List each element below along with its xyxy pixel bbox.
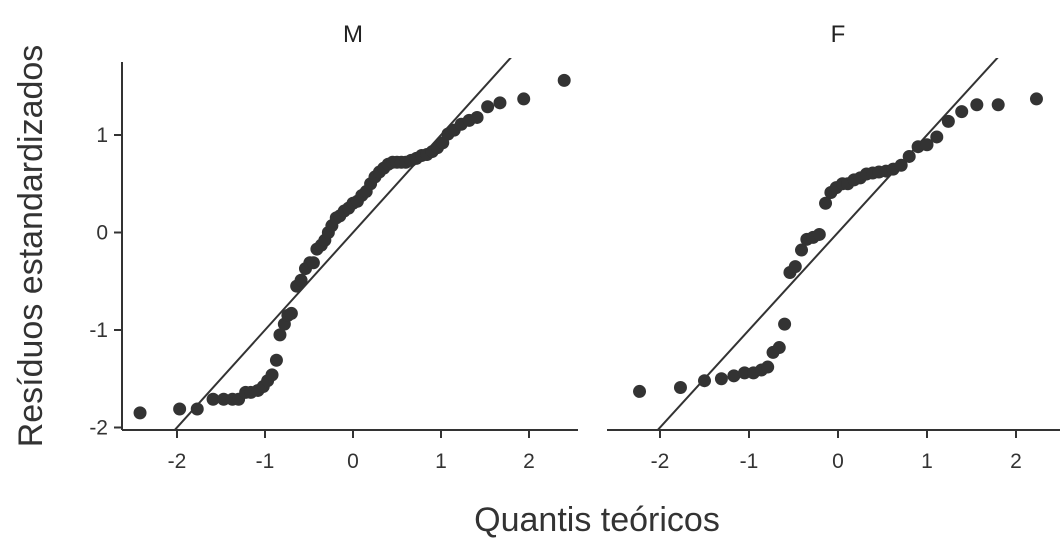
data-point bbox=[633, 384, 647, 398]
data-point bbox=[673, 381, 687, 395]
data-point bbox=[173, 402, 187, 416]
reference-line bbox=[656, 58, 999, 430]
data-point bbox=[761, 360, 775, 374]
data-point bbox=[273, 328, 287, 342]
data-point bbox=[1029, 92, 1043, 106]
data-point bbox=[930, 130, 944, 144]
data-point bbox=[955, 105, 969, 119]
data-point bbox=[970, 98, 984, 112]
x-tick-label: -1 bbox=[740, 450, 759, 473]
data-point bbox=[738, 366, 752, 380]
x-tick-label: -2 bbox=[651, 450, 670, 473]
reference-line bbox=[173, 58, 512, 430]
data-point bbox=[557, 73, 571, 87]
data-point bbox=[481, 100, 495, 114]
data-point bbox=[788, 260, 802, 274]
data-point bbox=[714, 372, 728, 386]
data-point bbox=[284, 306, 298, 320]
y-axis-title: Resíduos estandardizados bbox=[12, 45, 50, 448]
data-point bbox=[812, 227, 826, 241]
y-tick-label: -1 bbox=[89, 319, 108, 342]
data-point bbox=[941, 114, 955, 128]
data-point bbox=[698, 374, 711, 388]
x-tick-label: 2 bbox=[1010, 450, 1022, 473]
data-point bbox=[190, 402, 204, 416]
data-point bbox=[294, 273, 308, 287]
x-tick-label: 1 bbox=[435, 450, 447, 473]
data-point bbox=[470, 110, 484, 124]
x-tick-label: 1 bbox=[921, 450, 933, 473]
data-point bbox=[493, 96, 507, 110]
panel-title: F bbox=[831, 21, 846, 48]
data-point bbox=[902, 149, 916, 163]
data-point bbox=[795, 243, 809, 257]
panels-group: M -2 -1 0 1 2 -2 -1 0 1 F -2 -1 0 1 2 bbox=[89, 21, 1060, 473]
data-point bbox=[727, 369, 741, 383]
data-point bbox=[772, 341, 786, 355]
data-point bbox=[819, 196, 833, 210]
x-tick-label: -1 bbox=[256, 450, 275, 473]
data-point bbox=[517, 92, 531, 106]
data-point bbox=[269, 353, 283, 367]
panel-title: M bbox=[343, 21, 363, 48]
data-point bbox=[206, 392, 220, 406]
y-tick-label: 1 bbox=[96, 124, 108, 147]
data-point bbox=[991, 98, 1005, 112]
x-tick-label: 2 bbox=[523, 450, 535, 473]
y-tick-label: 0 bbox=[96, 222, 108, 245]
x-tick-label: 0 bbox=[832, 450, 844, 473]
panel-f: F -2 -1 0 1 2 bbox=[607, 21, 1060, 473]
x-tick-label: -2 bbox=[168, 450, 187, 473]
data-point bbox=[778, 317, 792, 331]
data-point bbox=[133, 406, 147, 420]
data-point bbox=[306, 256, 320, 270]
x-tick-label: 0 bbox=[347, 450, 359, 473]
data-point bbox=[265, 368, 279, 382]
data-point bbox=[894, 158, 908, 172]
y-tick-label: -2 bbox=[89, 417, 108, 440]
panel-m: M -2 -1 0 1 2 -2 -1 0 1 bbox=[89, 21, 578, 473]
data-point bbox=[920, 138, 934, 152]
x-axis-title: Quantis teóricos bbox=[474, 501, 720, 539]
